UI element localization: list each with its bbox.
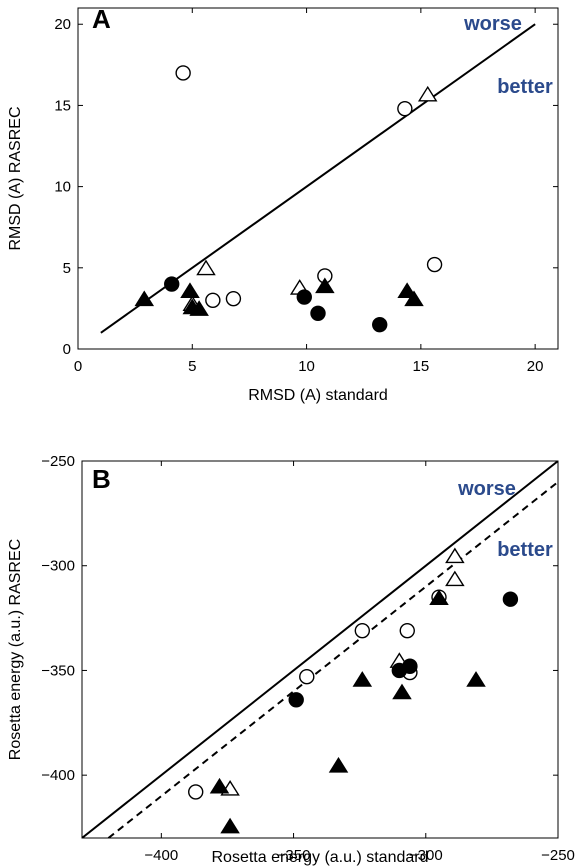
marker-filled-triangle [397,282,417,298]
marker-open-circle [426,256,443,273]
marker-open-triangle [445,570,465,587]
marker-open-triangle [196,259,216,276]
marker-filled-triangle [315,277,335,294]
annotation-better: better [497,539,553,561]
marker-filled-circle [296,289,312,305]
marker-filled-triangle [134,290,155,307]
marker-open-circle [397,100,413,117]
marker-filled-circle [310,305,326,321]
x-tick-label: 0 [74,358,82,375]
marker-open-triangle [417,85,438,102]
y-axis-label: RMSD (A) RASREC [7,106,24,250]
plot-frame [81,460,559,839]
y-tick-label: 5 [63,260,71,277]
marker-filled-triangle [180,282,200,298]
marker-open-circle [399,622,415,639]
y-tick-label: −250 [41,453,75,470]
x-tick-label: −300 [409,847,443,864]
marker-filled-triangle [189,300,209,316]
y-tick-label: 10 [54,179,71,196]
annotation-worse: worse [457,478,516,500]
marker-filled-triangle [429,589,449,606]
plot-frame [77,7,559,350]
y-tick-label: 0 [63,341,71,358]
marker-open-circle [205,292,221,308]
chart-panel-a: 0 5 10 15 20 0 5 10 15 20 RMSD (A) standard RMSD (A… [7,4,559,404]
marker-filled-circle [288,692,304,708]
chart-panel-b: −400 −350 −300 −250 −400 −350 −300 −250 Rosetta … [7,453,575,866]
panel-letter: B [92,464,111,494]
y-tick-label: 20 [54,16,71,33]
panel-letter: A [92,4,111,34]
y-tick-label: 15 [54,97,71,114]
x-tick-label: −400 [144,847,178,864]
marker-filled-circle [502,591,519,607]
x-tick-label: 15 [413,358,430,375]
marker-open-circle [354,622,371,639]
x-tick-label: 5 [188,358,196,375]
marker-filled-circle [402,658,418,674]
marker-open-circle [188,784,204,800]
marker-open-circle [175,65,191,81]
x-tick-label: 20 [527,358,544,375]
marker-filled-circle [164,276,180,292]
x-tick-label: 10 [298,358,315,375]
marker-filled-triangle [404,290,424,307]
marker-filled-triangle [209,777,230,794]
marker-filled-triangle [220,817,240,834]
y-tick-label: −400 [41,767,75,784]
x-tick-label: −250 [541,847,575,864]
marker-open-circle [299,669,315,685]
dashed-reference-line [107,481,558,838]
y-tick-label: −350 [41,662,75,679]
y-tick-label: −300 [41,558,75,575]
marker-open-triangle [445,547,465,564]
annotation-better: better [497,76,553,98]
annotation-worse: worse [463,13,522,35]
marker-open-circle [225,290,242,307]
marker-filled-triangle [466,671,486,687]
marker-filled-triangle [328,756,349,773]
marker-filled-triangle [352,671,373,687]
marker-filled-triangle [392,683,412,700]
y-axis-label: Rosetta energy (a.u.) RASREC [7,539,24,760]
x-axis-label: RMSD (A) standard [248,387,388,404]
marker-filled-circle [372,316,388,333]
x-tick-label: −350 [277,847,311,864]
diagonal-reference-line [82,461,558,838]
x-axis-label: Rosetta energy (a.u.) standard [211,849,428,866]
